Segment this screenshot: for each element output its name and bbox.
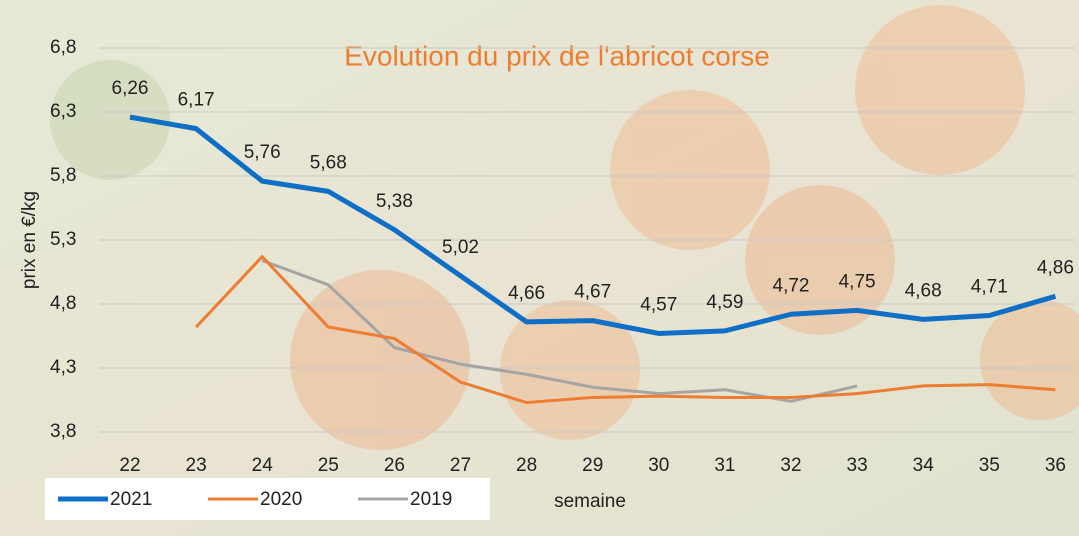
data-label: 5,76 (244, 142, 281, 163)
x-tick-label: 36 (1045, 455, 1066, 476)
data-label: 6,26 (112, 78, 149, 99)
x-tick-label: 27 (450, 455, 471, 476)
data-label: 4,66 (508, 283, 545, 304)
legend-label: 2021 (110, 489, 152, 510)
y-tick-label: 5,3 (50, 229, 76, 250)
x-tick-label: 26 (384, 455, 405, 476)
x-tick-label: 30 (648, 455, 669, 476)
data-label: 6,17 (178, 90, 215, 111)
data-label: 5,02 (442, 237, 479, 258)
chart: Evolution du prix de l'abricot corse pri… (0, 0, 1079, 536)
data-label: 4,72 (773, 275, 810, 296)
data-label: 4,75 (839, 271, 876, 292)
legend-label: 2020 (260, 489, 302, 510)
chart-title: Evolution du prix de l'abricot corse (344, 40, 770, 71)
y-tick-label: 6,8 (50, 37, 76, 58)
data-label: 4,57 (640, 294, 677, 315)
x-tick-label: 32 (780, 455, 801, 476)
legend-label: 2019 (410, 489, 452, 510)
data-label: 5,38 (376, 191, 413, 212)
y-tick-label: 4,8 (50, 293, 76, 314)
x-tick-label: 35 (979, 455, 1000, 476)
data-label: 4,68 (905, 280, 942, 301)
x-tick-label: 33 (847, 455, 868, 476)
data-label: 4,59 (706, 292, 743, 313)
y-tick-label: 3,8 (50, 421, 76, 442)
y-tick-label: 4,3 (50, 357, 76, 378)
data-label: 4,67 (574, 282, 611, 303)
y-axis-title: prix en €/kg (19, 191, 40, 289)
x-tick-label: 25 (318, 455, 339, 476)
x-tick-label: 24 (252, 455, 274, 476)
page: {"chart_data": {"type": "line", "title":… (0, 0, 1079, 541)
x-tick-label: 23 (186, 455, 207, 476)
x-axis-title: semaine (554, 491, 626, 512)
data-label: 4,71 (971, 277, 1008, 298)
x-tick-label: 28 (516, 455, 537, 476)
y-tick-label: 6,3 (50, 101, 76, 122)
x-tick-label: 22 (119, 455, 140, 476)
x-tick-label: 34 (913, 455, 935, 476)
data-label: 5,68 (310, 152, 347, 173)
data-label: 4,86 (1037, 257, 1074, 278)
x-tick-label: 31 (714, 455, 735, 476)
x-tick-label: 29 (582, 455, 603, 476)
y-tick-label: 5,8 (50, 165, 76, 186)
